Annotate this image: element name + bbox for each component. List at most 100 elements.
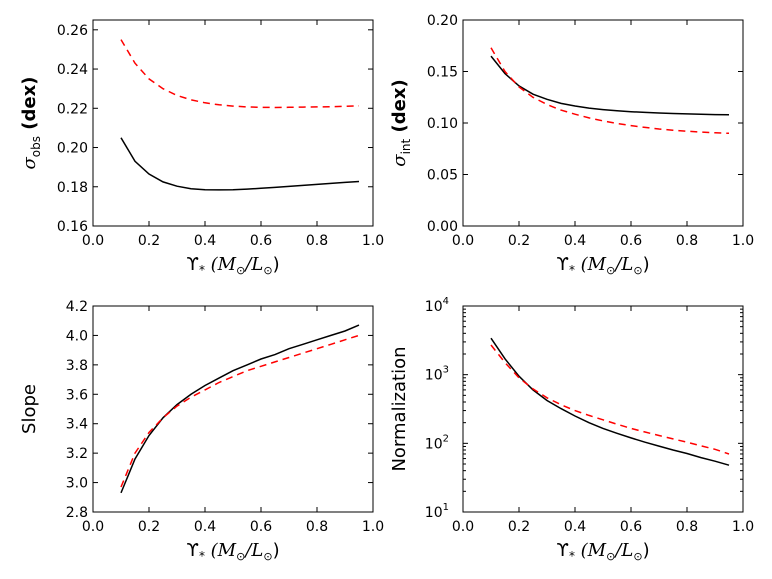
y-tick-label: 0.15	[427, 65, 458, 81]
x-label-upsilon: ϒ	[186, 254, 199, 275]
x-tick-label: 0.6	[250, 519, 272, 535]
y-tick-label: 3.0	[66, 476, 88, 492]
plot-frame	[92, 305, 374, 513]
y-axis-label: σint (dex)	[389, 79, 413, 166]
x-axis-label: ϒ* (M⊙/L⊙)	[186, 540, 279, 563]
y-tick-label: 0.20	[57, 141, 88, 157]
x-label-star: *	[199, 263, 205, 277]
x-label-upsilon: ϒ	[556, 254, 569, 275]
y-tick-label: 102	[425, 433, 449, 452]
y-tick-label: 0.26	[57, 23, 88, 39]
y-tick-label: 3.2	[66, 446, 88, 462]
panel-sigma_obs: 0.0 0.2 0.4 0.6 0.8 1.0 0.16 0.18 0.20 0.22 0.24 0.…	[19, 19, 384, 277]
y-tick-exponent: 4	[443, 296, 449, 307]
series-line-solid	[120, 137, 360, 191]
y-tick-label: 4.0	[66, 328, 88, 344]
x-tick-label: 1.0	[362, 519, 384, 535]
plot-frame	[462, 305, 744, 513]
x-label-sun: ⊙	[606, 264, 615, 277]
y-tick-label: 0.16	[57, 219, 88, 235]
x-label-sun2: ⊙	[633, 550, 642, 563]
x-label-sun: ⊙	[236, 550, 245, 563]
y-tick-label: 0.05	[427, 168, 458, 184]
y-tick-label: 3.6	[66, 387, 88, 403]
x-tick-label: 0.2	[508, 233, 530, 249]
x-tick-label: 0.2	[138, 519, 160, 535]
x-tick-label: 0.8	[676, 519, 698, 535]
panel-sigma_int: 0.0 0.2 0.4 0.6 0.8 1.0 0.00 0.05 0.10 0.15 0.20 ϒ*…	[389, 13, 754, 277]
series-line-dashed	[120, 39, 360, 109]
x-tick-label: 0.6	[620, 233, 642, 249]
x-tick-label: 0.0	[82, 519, 104, 535]
x-axis-label: ϒ* (M⊙/L⊙)	[186, 254, 279, 277]
y-tick-exponent: 1	[443, 502, 449, 513]
y-tick-label: 2.8	[66, 505, 88, 521]
x-label-sun2: ⊙	[633, 264, 642, 277]
y-label-unit: (dex)	[19, 77, 40, 136]
y-tick-label: 3.8	[66, 358, 88, 374]
y-axis-label: Normalization	[389, 346, 410, 471]
y-label-sub: int	[399, 138, 413, 154]
x-label-star: *	[569, 263, 575, 277]
y-label-sub: obs	[29, 136, 43, 157]
x-label-unit2: /L	[243, 540, 263, 561]
y-tick-label: 0.20	[427, 13, 458, 29]
x-label-sun2: ⊙	[263, 264, 272, 277]
x-label-unit2: /L	[613, 254, 633, 275]
panel-slope: 0.0 0.2 0.4 0.6 0.8 1.0 2.8 3.0 3.2 3.4 3.6 3.8 4.0 4…	[19, 299, 384, 563]
x-label-upsilon: ϒ	[186, 540, 199, 561]
plot-frame	[462, 19, 744, 227]
series-line-solid	[120, 324, 360, 494]
y-tick-label: 0.10	[427, 116, 458, 132]
x-axis-label: ϒ* (M⊙/L⊙)	[556, 254, 649, 277]
x-tick-label: 0.0	[452, 233, 474, 249]
series-line-solid	[490, 55, 730, 116]
y-axis-label: σobs (dex)	[19, 77, 43, 170]
x-label-sun: ⊙	[606, 550, 615, 563]
plot-frame	[92, 19, 374, 227]
series-line-dashed	[490, 47, 730, 135]
y-tick-label: 0.24	[57, 62, 88, 78]
y-axis-label: Slope	[19, 384, 40, 434]
x-tick-label: 0.6	[250, 233, 272, 249]
series-line-dashed	[120, 334, 360, 488]
x-tick-label: 0.8	[676, 233, 698, 249]
y-label-sigma: σ	[389, 154, 410, 167]
x-label-unit: (M	[575, 254, 607, 275]
x-label-close: )	[643, 254, 650, 275]
x-tick-label: 0.4	[564, 233, 586, 249]
x-label-star: *	[199, 549, 205, 563]
x-tick-label: 0.4	[564, 519, 586, 535]
x-axis-label: ϒ* (M⊙/L⊙)	[556, 540, 649, 563]
x-tick-label: 0.6	[620, 519, 642, 535]
x-tick-label: 0.4	[194, 519, 216, 535]
x-label-unit2: /L	[243, 254, 263, 275]
x-tick-label: 0.0	[452, 519, 474, 535]
x-label-sun: ⊙	[236, 264, 245, 277]
x-label-close: )	[643, 540, 650, 561]
y-tick-label: 0.00	[427, 219, 458, 235]
x-tick-label: 0.4	[194, 233, 216, 249]
y-tick-exponent: 3	[443, 365, 449, 376]
y-tick-label: 101	[425, 502, 449, 521]
x-label-upsilon: ϒ	[556, 540, 569, 561]
x-label-unit2: /L	[613, 540, 633, 561]
x-label-close: )	[273, 540, 280, 561]
x-tick-label: 0.2	[138, 233, 160, 249]
x-tick-label: 1.0	[362, 233, 384, 249]
x-label-star: *	[569, 549, 575, 563]
x-tick-label: 0.2	[508, 519, 530, 535]
x-label-unit: (M	[575, 540, 607, 561]
x-tick-label: 0.0	[82, 233, 104, 249]
x-tick-label: 0.8	[306, 519, 328, 535]
x-label-close: )	[273, 254, 280, 275]
series-line-dashed	[490, 344, 730, 455]
series-line-solid	[490, 337, 730, 466]
y-tick-label: 3.4	[66, 417, 88, 433]
x-tick-label: 0.8	[306, 233, 328, 249]
y-tick-label: 0.18	[57, 180, 88, 196]
y-label-sigma: σ	[19, 156, 40, 169]
y-tick-label: 104	[425, 296, 449, 315]
